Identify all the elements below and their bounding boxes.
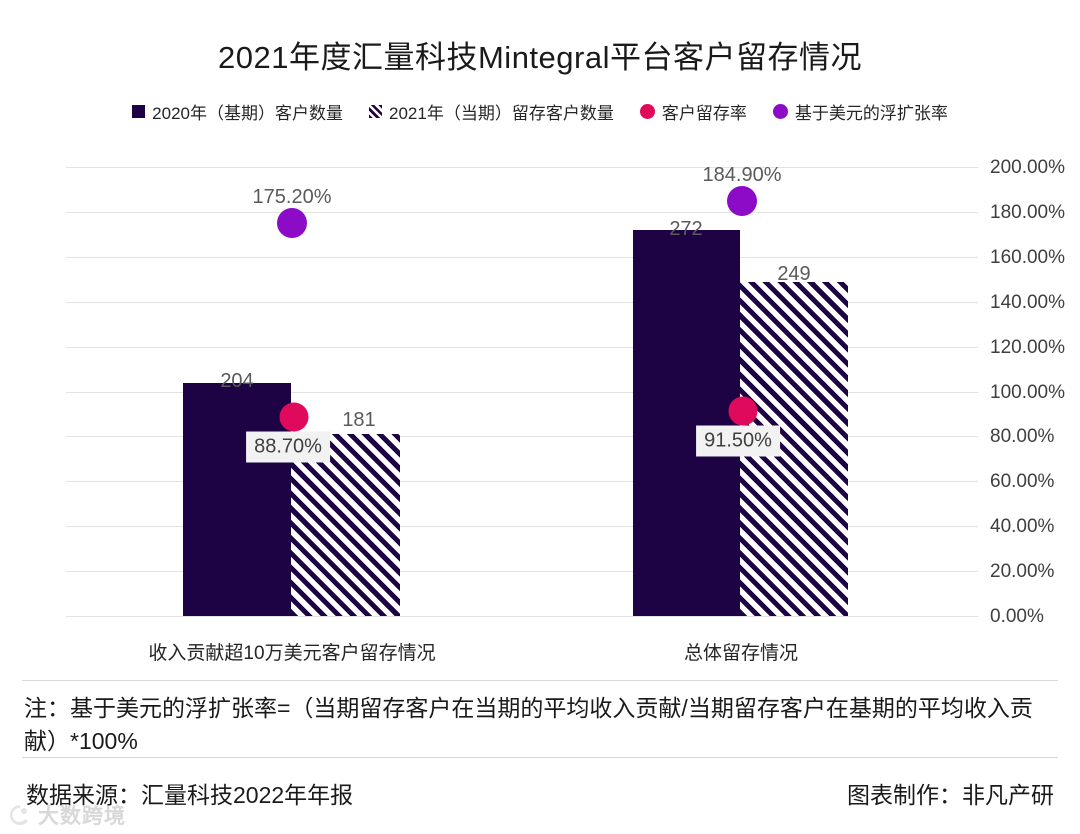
bar-group2-base[interactable] [633,229,740,616]
data-label-group1-retention-rate: 88.70% [246,431,330,463]
data-source-text: 数据来源：汇量科技2022年年报 [26,782,354,808]
legend-item-expansion-rate[interactable]: 基于美元的浮扩张率 [772,99,948,124]
y-axis-right-tick: 140.00% [990,291,1066,313]
y-axis-right-tick: 160.00% [990,246,1066,268]
gridline [66,436,978,438]
x-axis-category-label-1: 收入贡献超10万美元客户留存情况 [148,643,436,664]
purple-circle-icon [772,104,788,119]
y-axis-right-tick: 100.00% [990,381,1066,403]
gridline [66,301,978,303]
legend-item-retention-rate[interactable]: 客户留存率 [639,99,747,124]
gridline [66,211,978,213]
chart-legend: 2020年（基期）客户数量 2021年（当期）留存客户数量 客户留存率 基于美元… [0,99,1080,124]
gridline [66,167,978,168]
legend-label: 2021年（当期）留存客户数量 [389,104,614,123]
bar-group1-retained[interactable] [291,434,400,616]
data-label-group1-retained: 181 [342,409,376,431]
y-axis-right-tick: 80.00% [990,426,1055,448]
page-title: 2021年度汇量科技Mintegral平台客户留存情况 [218,40,862,75]
bar-group1-base[interactable] [183,382,291,616]
legend-label: 基于美元的浮扩张率 [794,104,948,123]
marker-group1-expansion-rate[interactable] [277,207,307,238]
chart-credit-text: 图表制作：非凡产研 [847,782,1054,808]
y-axis-right-tick: 40.00% [990,516,1055,538]
chart-note: 注：基于美元的浮扩张率=（当期留存客户在当期的平均收入贡献/当期留存客户在基期的… [24,695,1033,754]
legend-item-base-customers[interactable]: 2020年（基期）客户数量 [132,99,343,124]
marker-group2-expansion-rate [727,185,757,216]
footer-divider-bottom [22,757,1058,758]
data-label-group2-base: 272 [669,218,703,240]
data-label-group2-retention-rate: 91.50% [696,425,780,457]
y-axis-right-tick: 200.00% [990,157,1066,178]
gridline [66,526,978,528]
gridline [66,616,978,617]
marker-group2-retention-rate[interactable] [728,396,758,426]
pink-circle-icon [639,104,655,119]
data-label-group1-expansion-rate: 175.20% [252,186,332,208]
gridline [66,571,978,573]
legend-label: 客户留存率 [661,104,747,123]
x-axis-category-label-2: 总体留存情况 [683,643,799,664]
footer-divider-top [22,680,1058,681]
y-axis-right-tick: 120.00% [990,336,1066,358]
data-label-group2-expansion-rate: 184.90% [702,164,782,186]
gridline [66,256,978,258]
legend-label: 2020年（基期）客户数量 [152,104,343,123]
data-label-group1-base: 204 [220,369,254,392]
y-axis-right-tick: 180.00% [990,201,1066,223]
gridline [66,346,978,348]
gridline [66,391,978,393]
y-axis-right-tick: 60.00% [990,471,1055,493]
plot-area: 300 280 260 240 220 200 180 160 140 120 … [66,158,1065,626]
legend-item-retained-customers[interactable]: 2021年（当期）留存客户数量 [369,99,614,124]
y-axis-right-tick: 20.00% [990,561,1055,583]
marker-group1-retention-rate[interactable] [279,402,309,432]
data-label-group2-retained: 249 [777,263,811,285]
solid-square-icon [132,105,146,118]
gridline [66,481,978,483]
hatched-square-icon [369,105,382,118]
y-axis-right-tick: 0.00% [990,606,1044,627]
